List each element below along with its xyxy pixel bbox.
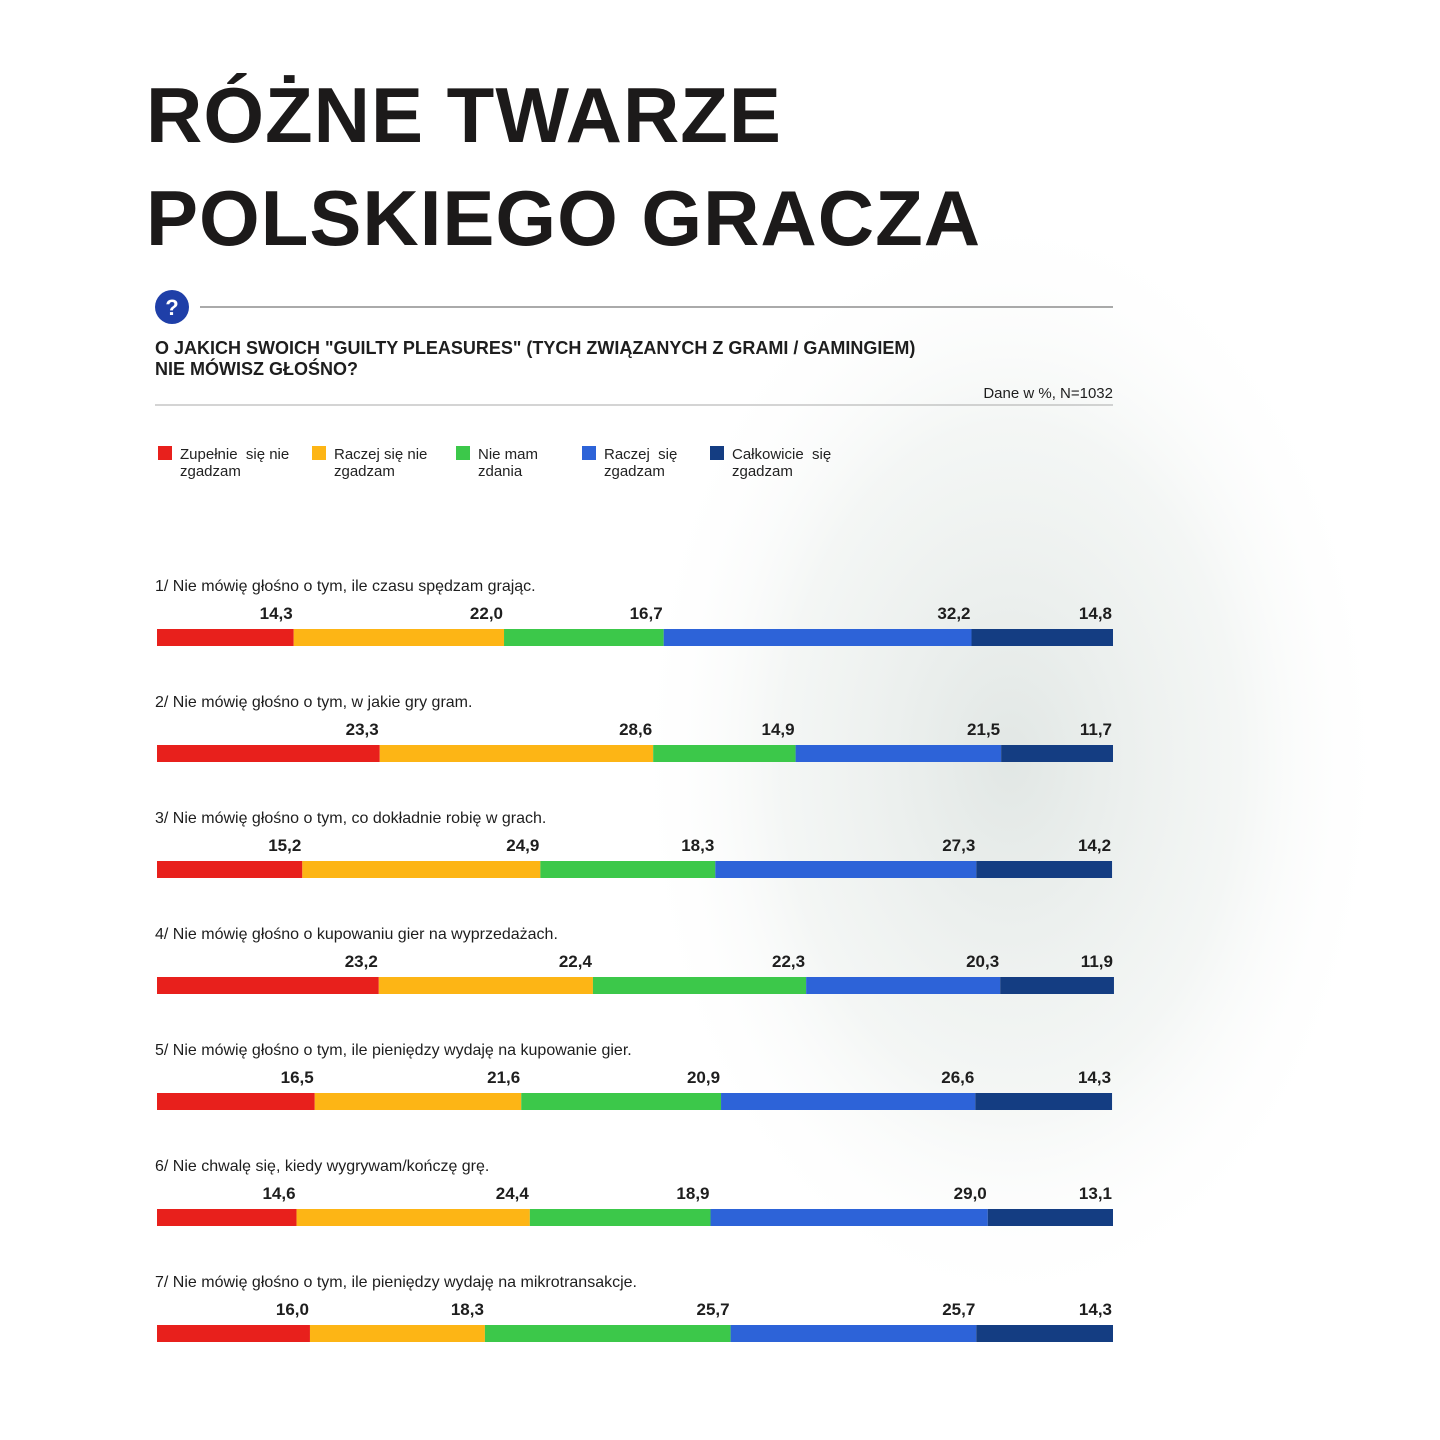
value-label: 14,6 [262,1184,295,1203]
bar-segment [504,629,664,646]
bar-segment [521,1093,722,1110]
value-label: 13,1 [1079,1184,1112,1203]
bar-segment [157,629,294,646]
question-icon [155,290,189,324]
title-line: RÓŻNE TWARZE [146,71,782,159]
value-label: 16,7 [630,604,663,623]
bar-segment [157,1325,310,1342]
subtitle-line: NIE MÓWISZ GŁOŚNO? [155,358,358,379]
row-label: 7/ Nie mówię głośno o tym, ile pieniędzy… [155,1274,637,1291]
value-label: 22,0 [470,604,503,623]
value-label: 24,4 [496,1184,530,1203]
bar-segment [378,977,593,994]
value-label: 14,3 [1078,1068,1111,1087]
value-label: 20,3 [966,952,999,971]
bar-segment [721,1093,976,1110]
bar-segment [1001,745,1113,762]
title-line: POLSKIEGO GRACZA [146,174,981,262]
value-label: 14,2 [1078,836,1111,855]
row-label: 1/ Nie mówię głośno o tym, ile czasu spę… [155,578,536,595]
row-label: 6/ Nie chwalę się, kiedy wygrywam/kończę… [155,1158,489,1175]
value-label: 14,3 [260,604,293,623]
bar-segment [157,1093,315,1110]
bar-segment [592,977,807,994]
bar-segment [302,861,541,878]
value-label: 21,6 [487,1068,520,1087]
bar-segment [1000,977,1114,994]
value-label: 29,0 [954,1184,987,1203]
bar-segment [976,1325,1113,1342]
row-label: 4/ Nie mówię głośno o kupowaniu gier na … [155,926,558,943]
bar-segment [710,1209,988,1226]
subtitle-line: O JAKICH SWOICH "GUILTY PLEASURES" (TYCH… [155,338,915,358]
bar-segment [795,745,1002,762]
bar-segment [293,629,505,646]
value-label: 18,3 [451,1300,484,1319]
bar-segment [296,1209,530,1226]
value-label: 28,6 [619,720,652,739]
value-label: 15,2 [268,836,301,855]
value-label: 14,9 [762,720,795,739]
value-label: 14,3 [1079,1300,1112,1319]
value-label: 11,7 [1080,720,1112,739]
bar-segment [157,861,303,878]
question-icon-text: ? [165,295,178,320]
bar-segment [806,977,1001,994]
row-label: 2/ Nie mówię głośno o tym, w jakie gry g… [155,694,472,711]
value-label: 32,2 [937,604,970,623]
value-label: 16,0 [276,1300,309,1319]
bar-segment [971,629,1113,646]
bar-segment [730,1325,977,1342]
bar-segment [540,861,716,878]
bar-segment [314,1093,522,1110]
bar-segment [484,1325,731,1342]
bar-segment [379,745,654,762]
value-label: 23,2 [345,952,378,971]
bar-segment [976,861,1113,878]
value-label: 16,5 [281,1068,314,1087]
bar-segment [157,977,379,994]
value-label: 23,3 [346,720,379,739]
bar-segment [157,745,380,762]
value-label: 22,4 [559,952,593,971]
bar-segment [653,745,796,762]
value-label: 21,5 [967,720,1000,739]
note: Dane w %, N=1032 [983,385,1113,402]
value-label: 22,3 [772,952,805,971]
value-label: 27,3 [942,836,975,855]
value-label: 11,9 [1081,952,1113,971]
value-label: 18,9 [676,1184,709,1203]
value-label: 20,9 [687,1068,720,1087]
value-label: 25,7 [697,1300,730,1319]
value-label: 25,7 [942,1300,975,1319]
row-label: 5/ Nie mówię głośno o tym, ile pieniędzy… [155,1042,632,1059]
value-label: 24,9 [506,836,539,855]
bar-segment [529,1209,711,1226]
bar-segment [157,1209,297,1226]
value-label: 18,3 [681,836,714,855]
value-label: 26,6 [941,1068,974,1087]
row-label: 3/ Nie mówię głośno o tym, co dokładnie … [155,810,546,827]
bar-segment [975,1093,1113,1110]
bar-segment [715,861,977,878]
bar-segment [663,629,972,646]
value-label: 14,8 [1079,604,1112,623]
bar-segment [309,1325,485,1342]
bar-segment [987,1209,1113,1226]
